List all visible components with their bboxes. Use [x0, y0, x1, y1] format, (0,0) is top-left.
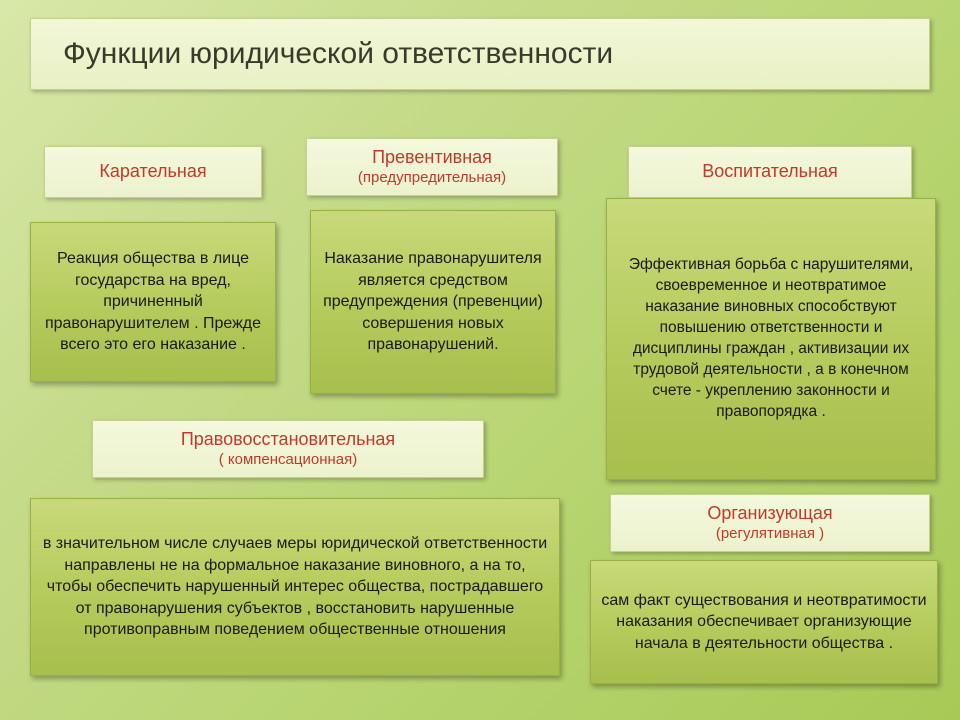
body-preventive-text: Наказание правонарушителя является средс… — [321, 248, 545, 356]
body-organizing: сам факт существования и неотвратимости … — [590, 560, 938, 684]
label-punitive-main: Карательная — [99, 161, 206, 181]
label-preventive-main: Превентивная — [372, 147, 492, 167]
label-restorative: Правовосстановительная ( компенсационная… — [92, 420, 484, 478]
label-restorative-main: Правовосстановительная — [181, 429, 395, 449]
body-educational-text: Эффективная борьба с нарушителями, своев… — [617, 255, 925, 422]
body-restorative-text: в значительном числе случаев меры юридич… — [41, 533, 549, 641]
label-preventive: Превентивная (предупредительная) — [306, 138, 558, 196]
body-educational: Эффективная борьба с нарушителями, своев… — [606, 198, 936, 480]
page-title: Функции юридической ответственности — [30, 18, 930, 90]
label-educational: Воспитательная — [628, 146, 912, 198]
label-organizing: Организующая (регулятивная ) — [610, 494, 930, 552]
label-organizing-sub: (регулятивная ) — [621, 525, 919, 543]
label-organizing-main: Организующая — [707, 503, 832, 523]
body-preventive: Наказание правонарушителя является средс… — [310, 210, 556, 394]
body-punitive-text: Реакция общества в лице государства на в… — [41, 248, 265, 356]
body-punitive: Реакция общества в лице государства на в… — [30, 222, 276, 382]
label-preventive-sub: (предупредительная) — [317, 169, 547, 187]
label-educational-main: Воспитательная — [702, 161, 838, 181]
label-punitive: Карательная — [44, 146, 262, 198]
body-restorative: в значительном числе случаев меры юридич… — [30, 498, 560, 676]
label-restorative-sub: ( компенсационная) — [103, 451, 473, 469]
body-organizing-text: сам факт существования и неотвратимости … — [601, 590, 927, 655]
